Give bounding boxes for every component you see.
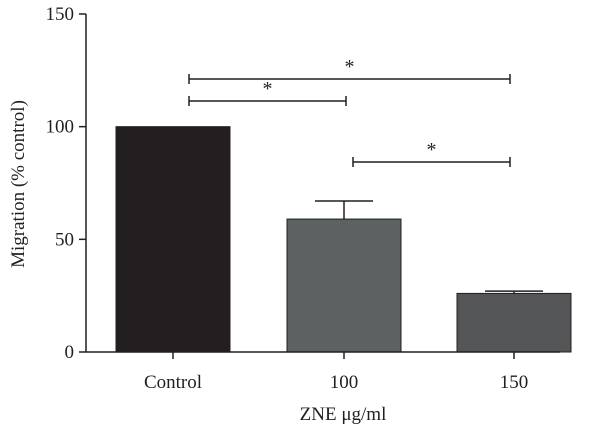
- y-tick-label-2: 100: [46, 117, 75, 138]
- significance-star-0: *: [345, 56, 355, 78]
- x-tick-label-2: 150: [500, 372, 529, 393]
- significance-group: * * *: [188, 56, 511, 167]
- y-tick-label-0: 0: [65, 342, 75, 363]
- error-bar-1: [315, 200, 373, 220]
- y-tick-label-1: 50: [55, 229, 74, 250]
- x-tick-label-1: 100: [330, 372, 359, 393]
- bar-2: [456, 292, 572, 353]
- axes-group: 0 50 100 150 Control 100 150: [46, 4, 560, 393]
- significance-star-1: *: [263, 78, 273, 100]
- y-tick-label-3: 150: [46, 4, 75, 25]
- bar-0: [115, 126, 231, 353]
- significance-bracket-2: *: [352, 139, 511, 167]
- significance-bracket-1: *: [188, 78, 347, 106]
- bar-1: [286, 218, 402, 353]
- x-axis-title: ZNE μg/ml: [300, 404, 387, 425]
- x-tick-label-0: Control: [144, 372, 202, 393]
- error-bar-2: [485, 290, 543, 294]
- significance-star-2: *: [427, 139, 437, 161]
- bars-group: [115, 126, 572, 353]
- error-bars-group: [315, 200, 543, 294]
- significance-bracket-0: *: [188, 56, 511, 84]
- y-axis-title: Migration (% control): [8, 100, 29, 268]
